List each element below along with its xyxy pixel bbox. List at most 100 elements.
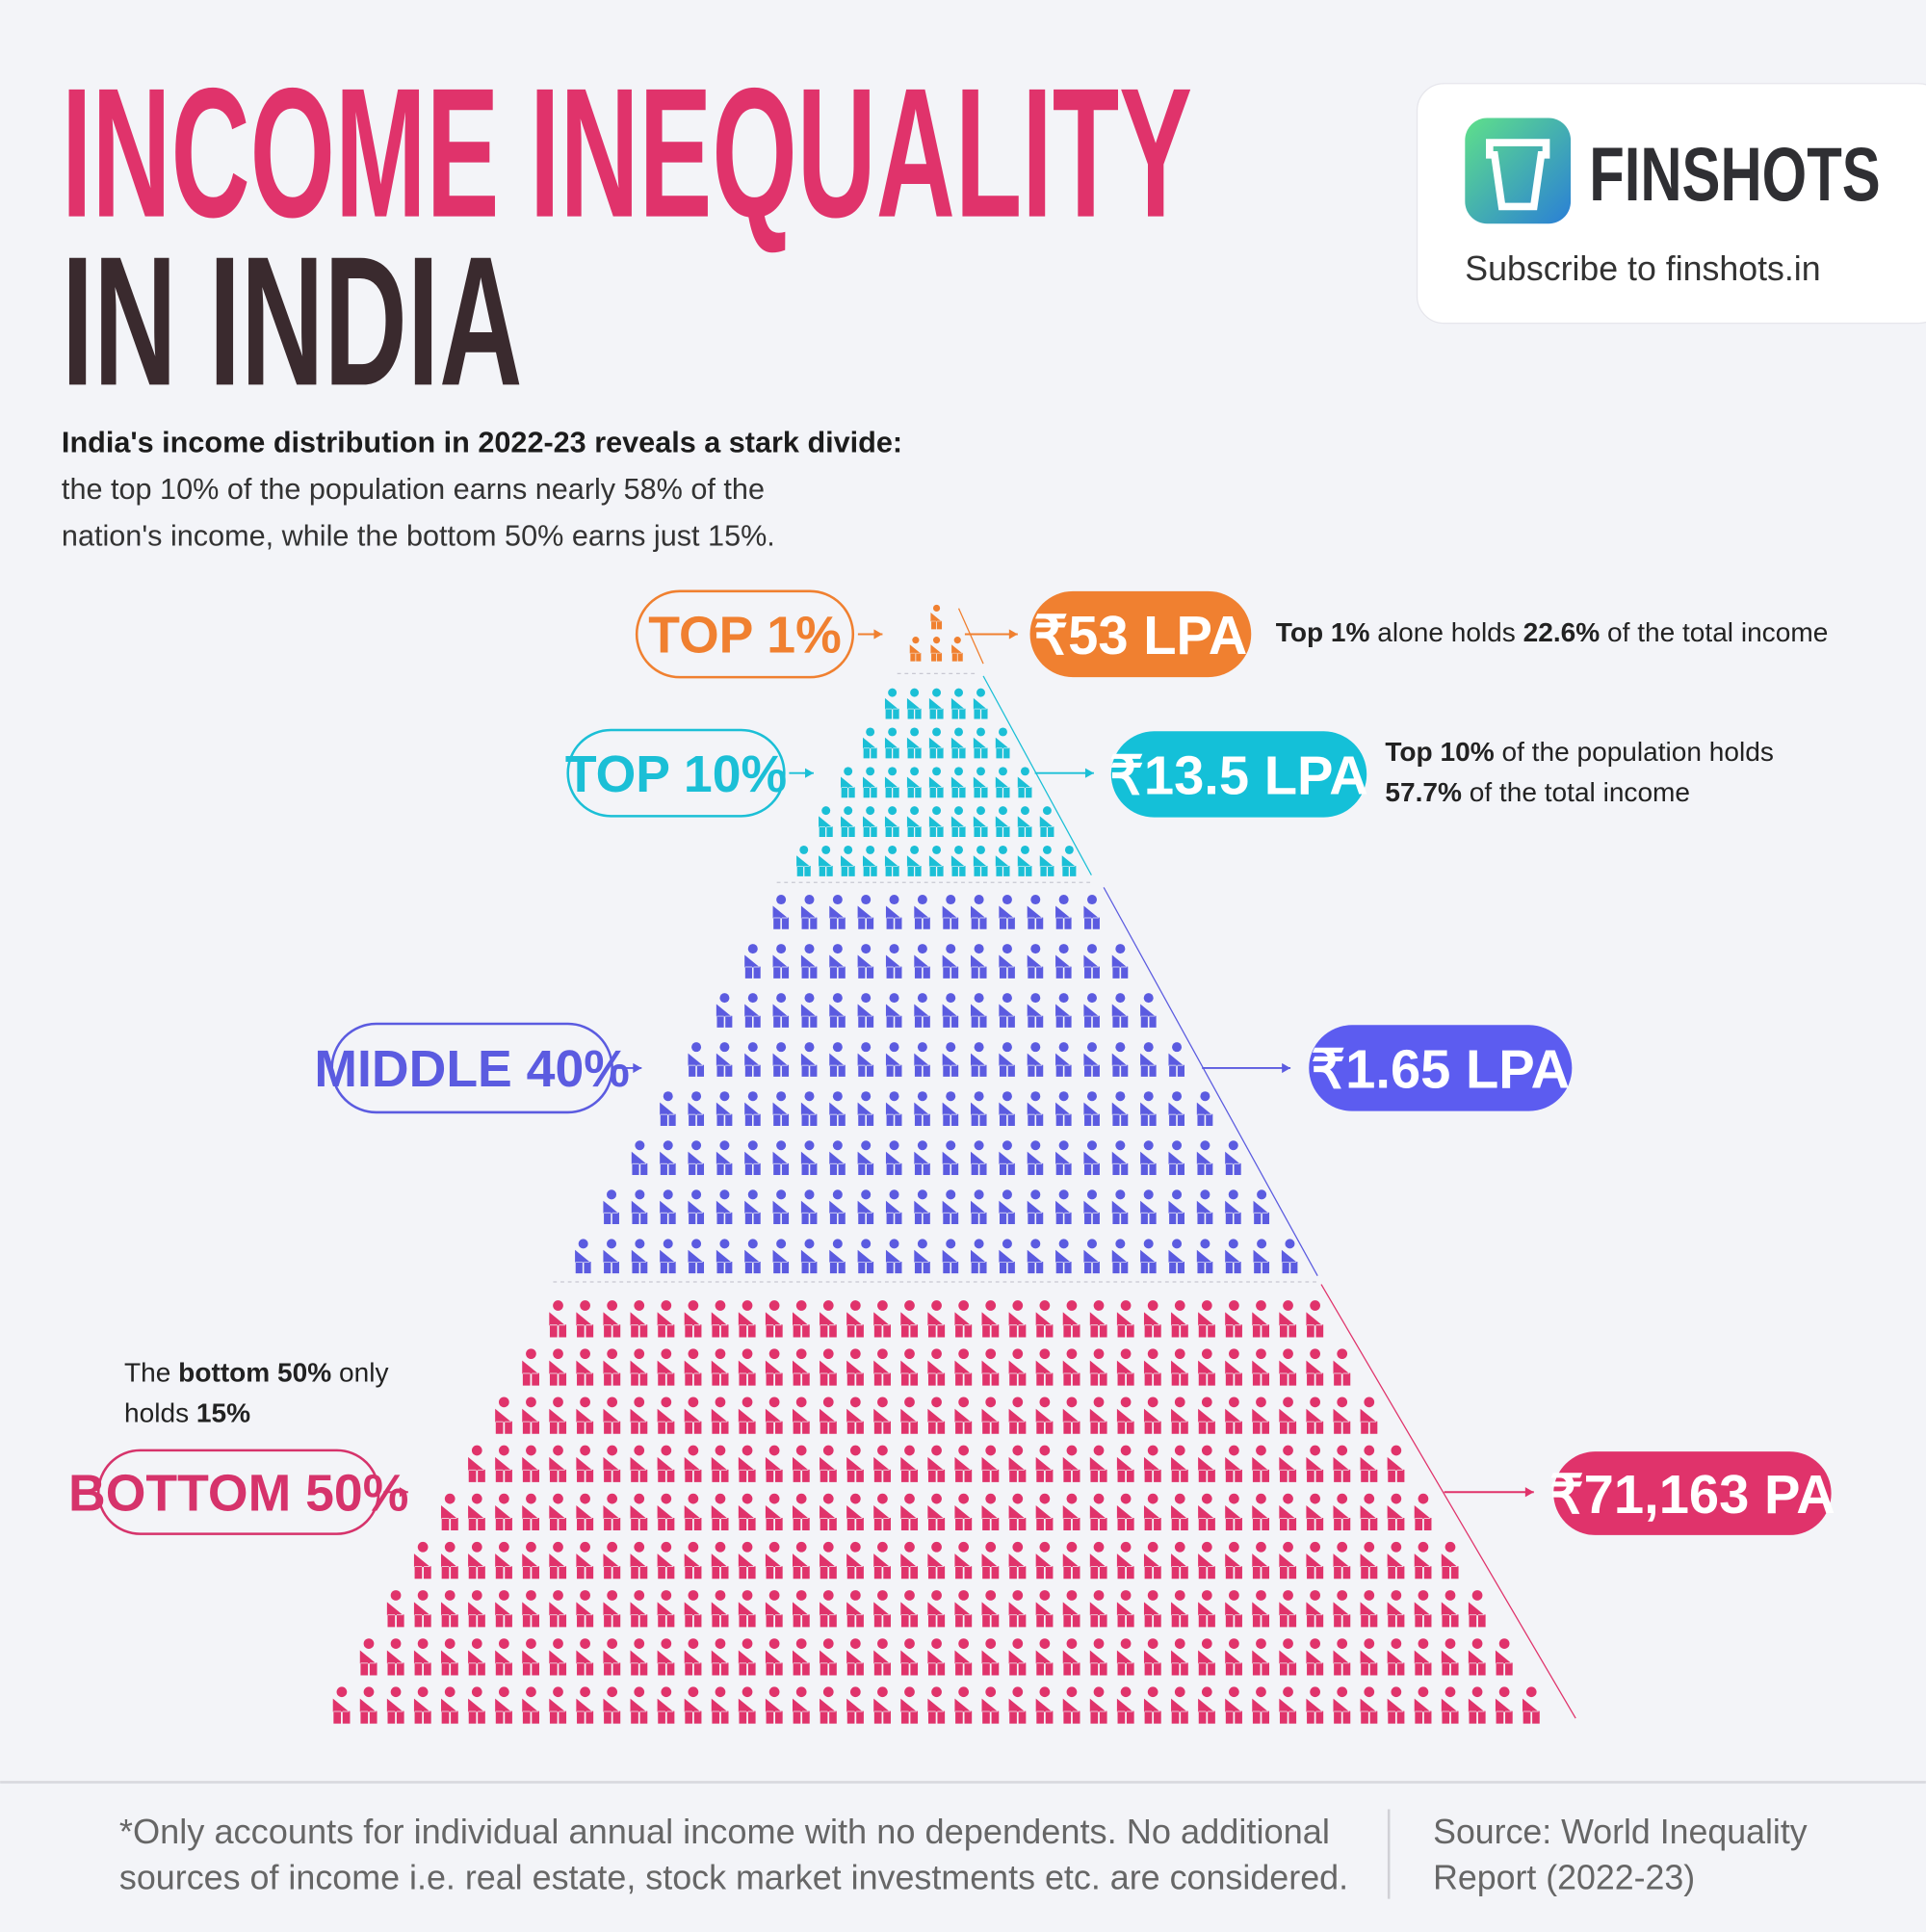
person-icon-head xyxy=(1418,1686,1429,1698)
person-icon-body xyxy=(711,1360,730,1386)
person-icon-head xyxy=(1174,1638,1185,1649)
brand-logo-mark xyxy=(1486,139,1550,211)
person-icon-body xyxy=(981,1650,1000,1676)
note-part: of the total income xyxy=(1462,777,1690,807)
person-icon-body xyxy=(1055,1151,1073,1175)
person-icon-head xyxy=(974,895,984,905)
person-icon-head xyxy=(832,1091,843,1102)
person-icon-head xyxy=(498,1541,509,1553)
person-icon-head xyxy=(1391,1541,1402,1553)
person-icon-body xyxy=(846,1360,865,1386)
person-icon-head xyxy=(661,1686,672,1698)
tier-label: MIDDLE 40% xyxy=(314,1040,629,1098)
person-icon-body xyxy=(906,737,923,759)
person-icon-body xyxy=(1196,1102,1213,1126)
person-icon-head xyxy=(1310,1541,1320,1553)
person-icon-head xyxy=(932,637,941,644)
person-icon-head xyxy=(804,993,815,1004)
person-icon-head xyxy=(1030,1042,1041,1053)
person-icon-head xyxy=(877,1686,888,1698)
person-icon-head xyxy=(804,1091,815,1102)
person-icon-head xyxy=(932,604,941,613)
person-icon-body xyxy=(1111,1004,1129,1028)
person-icon-head xyxy=(553,1348,563,1360)
person-icon-body xyxy=(631,1249,648,1274)
person-icon-head xyxy=(661,1445,672,1456)
person-icon-head xyxy=(888,767,898,776)
person-icon-body xyxy=(900,1312,919,1338)
person-icon-body xyxy=(873,1553,892,1580)
person-icon-head xyxy=(958,1638,969,1649)
person-icon-head xyxy=(804,1189,815,1200)
person-icon-head xyxy=(849,1445,861,1456)
person-icon-head xyxy=(946,1091,956,1102)
person-icon-head xyxy=(1012,1348,1024,1360)
person-icon-head xyxy=(417,1590,429,1601)
person-icon-head xyxy=(661,1541,672,1553)
person-icon-head xyxy=(1364,1590,1375,1601)
person-icon-head xyxy=(526,1638,536,1649)
person-icon-body xyxy=(772,1004,790,1028)
person-icon-body xyxy=(1279,1312,1297,1338)
person-icon-body xyxy=(942,1053,959,1077)
person-icon-head xyxy=(1337,1590,1348,1601)
person-icon-body xyxy=(796,855,812,876)
person-icon-body xyxy=(630,1456,648,1482)
person-icon-body xyxy=(927,1456,946,1482)
person-icon-head xyxy=(607,1493,618,1504)
person-icon-head xyxy=(553,1541,563,1553)
person-icon-body xyxy=(1225,1408,1243,1434)
person-icon-body xyxy=(522,1456,540,1482)
person-icon-head xyxy=(1012,1541,1024,1553)
person-icon-body xyxy=(1198,1602,1216,1628)
person-icon-head xyxy=(904,1397,915,1408)
person-icon-body xyxy=(973,855,989,876)
person-icon-body xyxy=(981,1602,1000,1628)
person-icon-head xyxy=(1115,1140,1126,1151)
person-icon-body xyxy=(1387,1505,1406,1531)
person-icon-body xyxy=(738,1456,757,1482)
person-icon-body xyxy=(884,737,900,759)
person-icon-body xyxy=(1089,1456,1108,1482)
person-icon-body xyxy=(1171,1698,1189,1724)
person-icon-body xyxy=(1027,954,1044,979)
person-icon-head xyxy=(1364,1493,1375,1504)
person-icon-body xyxy=(800,905,819,929)
person-icon-body xyxy=(1252,1505,1270,1531)
person-icon-body xyxy=(906,816,923,838)
person-icon-body xyxy=(857,1249,874,1274)
person-icon-body xyxy=(1198,1456,1216,1482)
person-icon-head xyxy=(553,1590,563,1601)
person-icon-head xyxy=(1120,1300,1132,1311)
person-icon-head xyxy=(1229,1638,1239,1649)
person-icon-body xyxy=(1333,1360,1351,1386)
person-icon-body xyxy=(495,1408,513,1434)
person-icon-head xyxy=(526,1541,536,1553)
person-icon-head xyxy=(931,1300,942,1311)
person-icon-head xyxy=(1256,1300,1266,1311)
note-part: 57.7% xyxy=(1385,777,1462,807)
person-icon-head xyxy=(1058,1140,1069,1151)
person-icon-body xyxy=(386,1650,405,1676)
person-icon-body xyxy=(441,1505,459,1531)
person-icon-head xyxy=(1471,1638,1483,1649)
person-icon-head xyxy=(526,1348,536,1360)
person-icon-head xyxy=(917,895,927,905)
person-icon-body xyxy=(688,1102,705,1126)
person-icon-head xyxy=(663,1239,673,1249)
tier-note: holds 15% xyxy=(124,1398,250,1428)
person-icon-head xyxy=(747,993,758,1004)
person-icon-body xyxy=(657,1312,675,1338)
person-icon-head xyxy=(742,1541,753,1553)
person-icon-body xyxy=(873,1456,892,1482)
person-icon-body xyxy=(603,1249,620,1274)
person-icon-head xyxy=(715,1348,726,1360)
income-pill xyxy=(1110,731,1367,818)
person-icon-body xyxy=(738,1408,757,1434)
person-icon-body xyxy=(772,1102,790,1126)
person-icon-body xyxy=(1035,1408,1054,1434)
person-icon-head xyxy=(634,1300,645,1311)
income-value: ₹53 LPA xyxy=(1033,605,1247,666)
person-icon-body xyxy=(1143,1456,1162,1482)
person-icon-body xyxy=(800,954,819,979)
